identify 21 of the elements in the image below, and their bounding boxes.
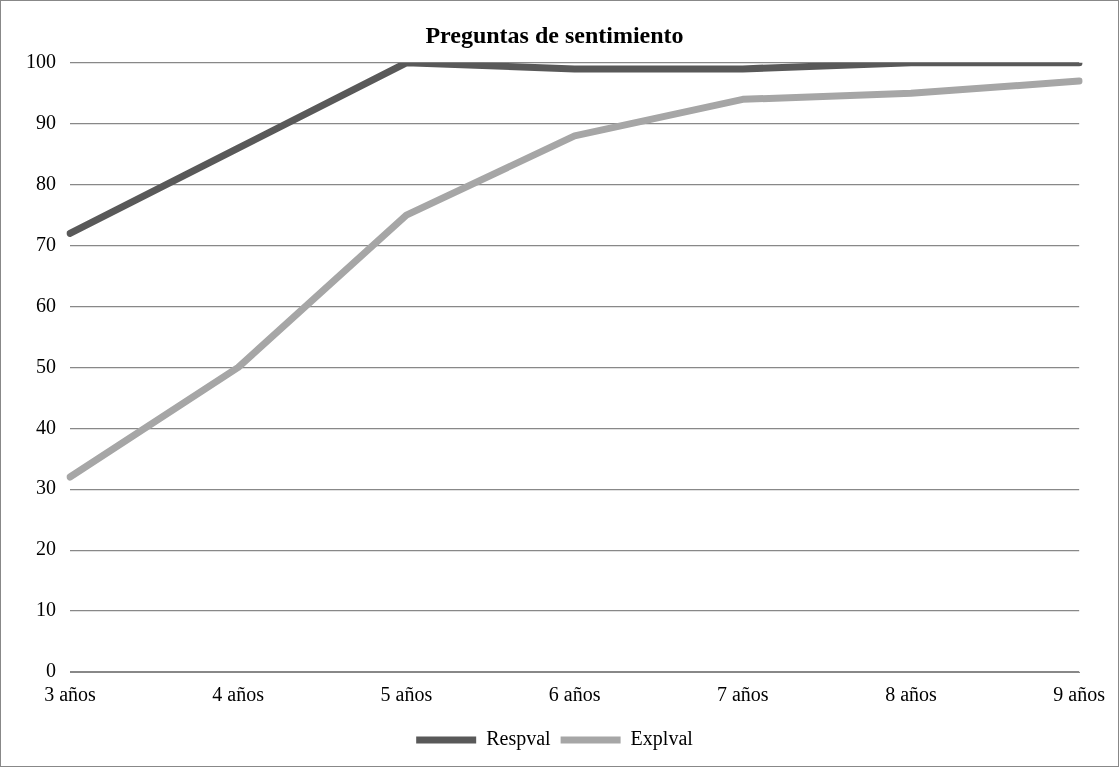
legend-label: Respval [486, 727, 552, 751]
y-tick-label: 50 [36, 354, 56, 377]
y-tick-label: 30 [36, 476, 56, 499]
y-tick-label: 100 [26, 50, 56, 73]
y-tick-label: 40 [36, 415, 56, 438]
x-tick-label: 5 años [380, 683, 433, 706]
x-tick-label: 9 años [1053, 683, 1106, 706]
y-tick-label: 70 [36, 232, 56, 255]
legend-label: Explval [630, 727, 694, 751]
x-tick-label: 6 años [548, 683, 601, 706]
x-tick-label: 7 años [716, 683, 769, 706]
x-tick-label: 3 años [44, 683, 97, 706]
chart-title: Preguntas de sentimiento [425, 21, 684, 48]
x-tick-label: 4 años [212, 683, 265, 706]
y-tick-label: 60 [36, 293, 56, 316]
y-tick-label: 80 [36, 171, 56, 194]
y-tick-label: 20 [36, 537, 56, 560]
y-tick-label: 0 [46, 659, 56, 682]
y-tick-label: 10 [36, 598, 56, 621]
x-tick-label: 8 años [885, 683, 938, 706]
y-tick-label: 90 [36, 110, 56, 133]
